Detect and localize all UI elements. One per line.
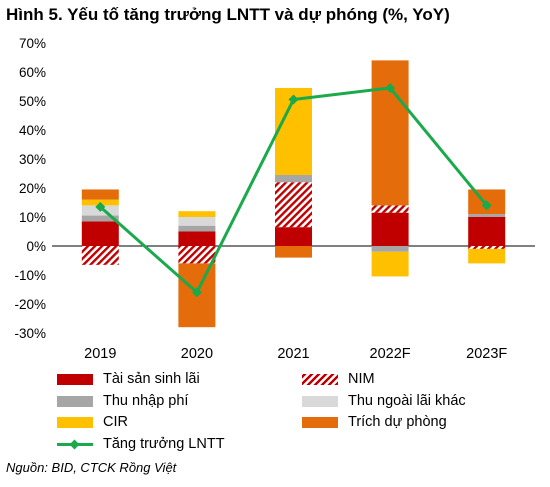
- bar-segment: [468, 246, 506, 249]
- y-tick-label: 20%: [19, 181, 46, 196]
- chart-plot: -30% -20% -10% 0% 10% 20% 30% 40% 50% 60% 70% 2019 2…: [14, 36, 535, 362]
- y-tick-label: 40%: [19, 123, 46, 138]
- legend-item: Trích dự phòng: [302, 414, 447, 430]
- line-marker: [191, 287, 202, 298]
- legend-label: Tăng trưởng LNTT: [103, 436, 225, 452]
- bar-segment: [275, 246, 312, 258]
- bar-segment: [371, 251, 409, 277]
- legend-label: Thu nhập phí: [103, 393, 189, 409]
- bar-segment: [178, 225, 216, 232]
- bar-segment: [178, 231, 216, 246]
- legend-item: Tăng trưởng LNTT: [57, 436, 225, 452]
- bar-segment: [178, 217, 216, 226]
- y-tick-label: -20%: [14, 297, 46, 312]
- legend-swatch: [57, 416, 93, 428]
- x-tick-label: 2022F: [370, 346, 411, 362]
- legend-item: Thu ngoài lãi khác: [302, 393, 466, 409]
- y-tick-label: -30%: [14, 326, 46, 341]
- y-tick-label: -10%: [14, 268, 46, 283]
- legend-label: CIR: [103, 414, 128, 430]
- bar-segment: [178, 211, 216, 217]
- legend-swatch: [302, 373, 338, 385]
- legend-label: Tài sản sinh lãi: [103, 371, 200, 387]
- bar-segment: [275, 182, 312, 228]
- legend: Tài sản sinh lãi NIM Thu nhập phí Thu ngoài…: [0, 368, 550, 458]
- legend-label: NIM: [348, 371, 375, 387]
- chart-title: Hình 5. Yếu tố tăng trưởng LNTT và dự ph…: [6, 5, 450, 24]
- y-tick-label: 70%: [19, 36, 46, 51]
- bar-segment: [81, 246, 119, 265]
- bar-segment: [371, 60, 409, 206]
- line-marker: [385, 82, 396, 93]
- x-tick-label: 2023F: [466, 346, 507, 362]
- y-tick-label: 60%: [19, 65, 46, 80]
- x-tick-label: 2020: [181, 346, 213, 362]
- x-tick-label: 2021: [277, 346, 309, 362]
- legend-swatch: [302, 416, 338, 428]
- bar-segment: [81, 221, 119, 246]
- legend-swatch: [57, 395, 93, 407]
- bar-segment: [81, 215, 119, 222]
- bar-segment: [468, 217, 506, 246]
- line-marker: [95, 201, 106, 212]
- legend-item: NIM: [302, 371, 375, 387]
- y-tick-label: 50%: [19, 94, 46, 109]
- legend-item: Thu nhập phí: [57, 393, 188, 409]
- bar-segment: [275, 227, 312, 246]
- legend-item: CIR: [57, 414, 128, 430]
- legend-item: Tài sản sinh lãi: [57, 371, 200, 387]
- legend-swatch: [57, 373, 93, 385]
- bar-segment: [468, 214, 506, 217]
- bar-segment: [178, 246, 216, 264]
- legend-line-swatch: [57, 439, 93, 450]
- bar-segment: [468, 248, 506, 264]
- bar-segment: [275, 174, 312, 183]
- source-note: Nguồn: BID, CTCK Rồng Việt: [6, 460, 177, 475]
- line-marker: [288, 94, 299, 105]
- bar-segment: [371, 212, 409, 246]
- legend-swatch: [302, 395, 338, 407]
- x-tick-label: 2019: [84, 346, 116, 362]
- bar-segment: [371, 205, 409, 213]
- y-tick-label: 30%: [19, 152, 46, 167]
- legend-label: Thu ngoài lãi khác: [348, 393, 466, 409]
- bar-segment: [81, 189, 119, 200]
- y-tick-label: 0%: [26, 239, 46, 254]
- y-tick-label: 10%: [19, 210, 46, 225]
- line-marker: [481, 200, 492, 211]
- legend-label: Trích dự phòng: [348, 414, 447, 430]
- bar-segment: [371, 246, 409, 252]
